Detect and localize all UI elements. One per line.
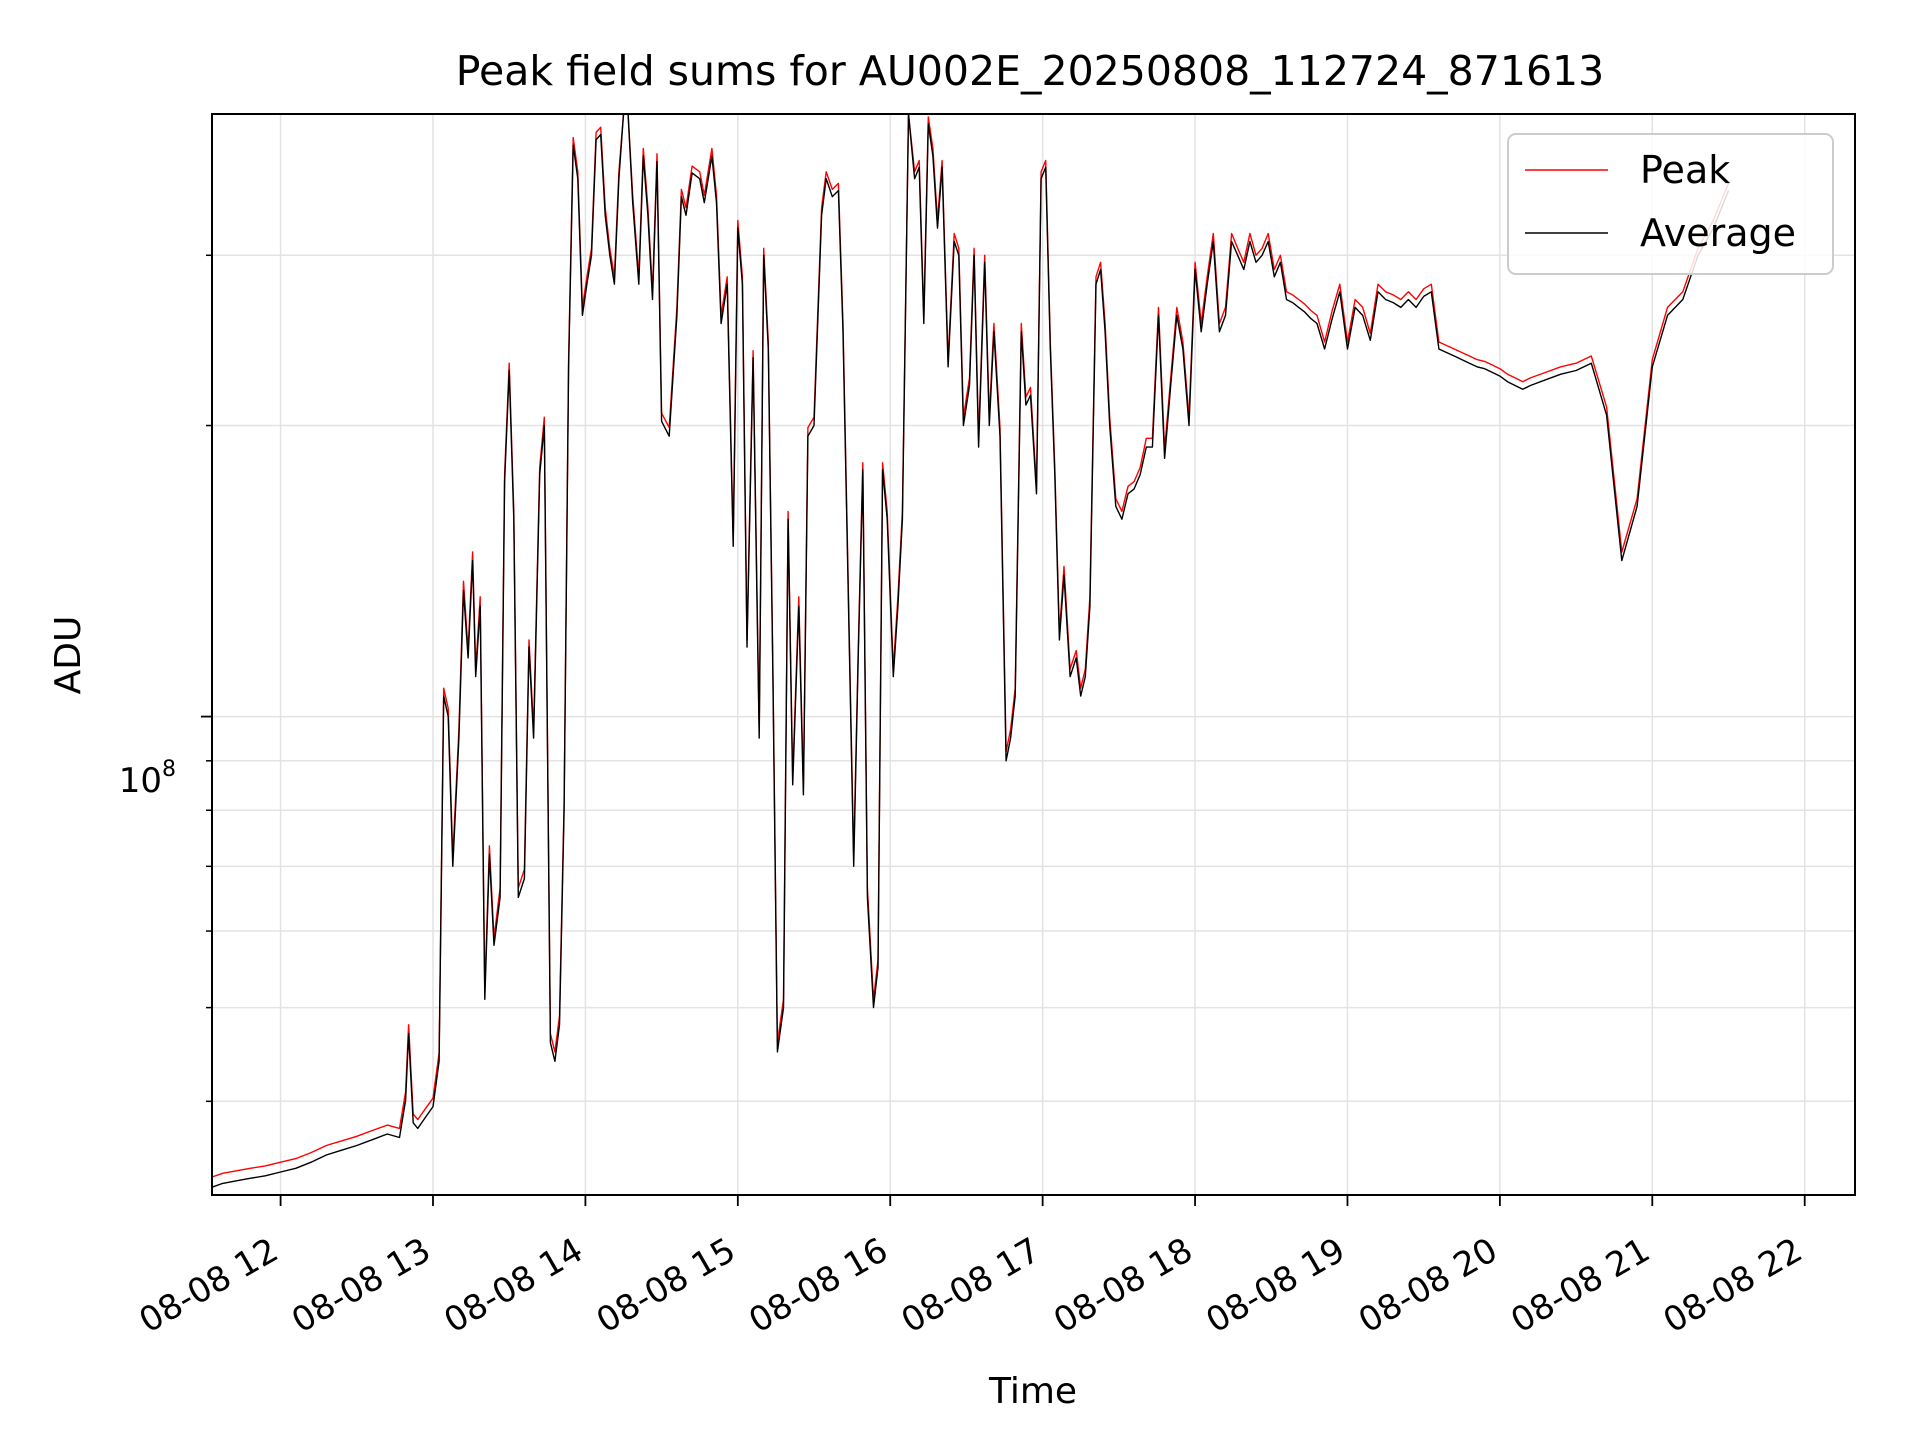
y-tick-base: 10 [119,761,162,801]
y-tick-exponent: 8 [162,757,176,782]
chart-title: Peak field sums for AU002E_20250808_1127… [456,47,1604,95]
y-axis: 108 [119,254,212,1103]
plot-background [212,114,1855,1195]
y-axis-label: ADU [48,616,89,695]
plot-frame [211,113,1856,1196]
series-layer [211,113,1730,1188]
legend-box [1507,133,1834,275]
x-axis-label: Time [988,1371,1077,1412]
legend: Peak Average [1507,133,1834,275]
plot-area [211,113,1856,1196]
series-line-average [211,113,1730,1188]
y-tick-label: 108 [119,757,176,801]
legend-label-average: Average [1640,211,1796,255]
legend-label-peak: Peak [1640,148,1730,192]
